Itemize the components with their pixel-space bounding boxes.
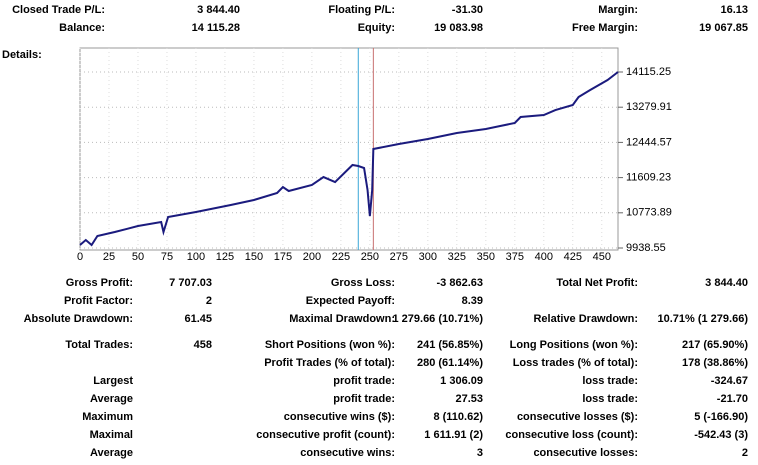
summary-value: 16.13 [720,4,748,16]
x-tick-label: 300 [419,251,437,263]
summary-value: -31.30 [452,4,483,16]
stat-label: loss trade: [582,375,638,387]
summary-label: Closed Trade P/L: [12,4,105,16]
x-tick-label: 425 [564,251,582,263]
x-tick-label: 400 [535,251,553,263]
stat-value: 178 (38.86%) [682,357,748,369]
x-tick-label: 25 [103,251,115,263]
stat-value: 1 611.91 (2) [424,429,483,441]
plot-frame [79,47,619,251]
stat-label: consecutive losses: [533,447,638,459]
stat-value: -542.43 (3) [694,429,748,441]
equity-line [79,71,619,247]
stat-value: 8.39 [462,295,483,307]
stat-value: -3 862.63 [437,277,483,289]
stat-label: Profit Factor: [64,295,133,307]
details-label: Details: [2,49,42,61]
stat-label: Total Trades: [65,339,133,351]
stat-label: consecutive wins: [300,447,395,459]
stat-value: 458 [194,339,212,351]
stat-value: 10.71% (1 279.66) [657,313,748,325]
x-tick-label: 225 [332,251,350,263]
stat-label: Loss trades (% of total): [513,357,638,369]
summary-value: 3 844.40 [197,4,240,16]
x-tick-label: 100 [187,251,205,263]
y-tick-label: 11609.23 [626,172,671,184]
stat-label: Gross Loss: [331,277,395,289]
summary-value: 19 067.85 [699,22,748,34]
stat-label: Expected Payoff: [306,295,395,307]
stat-label: profit trade: [333,375,395,387]
y-tick-label: 14115.25 [626,66,671,78]
stat-label: loss trade: [582,393,638,405]
stat-label: Profit Trades (% of total): [264,357,395,369]
stat-value: 8 (110.62) [433,411,483,423]
stat-value: 3 844.40 [705,277,748,289]
stat-value: 1 306.09 [440,375,483,387]
x-tick-label: 275 [390,251,408,263]
stat-value: 280 (61.14%) [417,357,483,369]
x-tick-label: 325 [448,251,466,263]
stat-value: 5 (-166.90) [694,411,748,423]
summary-label: Free Margin: [572,22,638,34]
stat-label: Absolute Drawdown: [24,313,133,325]
stat-label: Total Net Profit: [556,277,638,289]
stat-label: Relative Drawdown: [533,313,638,325]
stat-label: Largest [93,375,133,387]
x-tick-label: 175 [274,251,292,263]
x-tick-label: 0 [77,251,83,263]
y-tick-label: 10773.89 [626,207,672,219]
x-tick-label: 150 [245,251,263,263]
stat-label: Maximal [90,429,133,441]
y-tick-label: 13279.91 [626,101,672,113]
summary-value: 19 083.98 [434,22,483,34]
stat-value: 7 707.03 [169,277,212,289]
summary-value: 14 115.28 [192,22,240,34]
stat-value: -324.67 [711,375,748,387]
y-tick-label: 9938.55 [626,242,666,254]
stat-label: Average [90,393,133,405]
stat-value: 2 [742,447,748,459]
stat-label: consecutive wins ($): [284,411,395,423]
summary-label: Floating P/L: [328,4,395,16]
stat-label: Average [90,447,133,459]
stat-label: Short Positions (won %): [265,339,395,351]
summary-label: Balance: [59,22,105,34]
x-tick-label: 200 [303,251,321,263]
stat-value: 61.45 [184,313,212,325]
stat-label: Maximal Drawdown: [289,313,395,325]
x-tick-label: 75 [161,251,173,263]
stat-value: 241 (56.85%) [417,339,483,351]
stat-value: 217 (65.90%) [682,339,748,351]
stat-value: 3 [477,447,483,459]
stat-label: consecutive loss (count): [505,429,638,441]
x-tick-label: 450 [593,251,611,263]
x-tick-label: 250 [361,251,379,263]
x-tick-label: 125 [216,251,234,263]
summary-label: Equity: [358,22,395,34]
stat-value: 2 [206,295,212,307]
stat-value: 1 279.66 (10.71%) [392,313,483,325]
stat-label: Maximum [82,411,133,423]
x-tick-label: 350 [477,251,495,263]
x-tick-label: 50 [132,251,144,263]
stat-value: -21.70 [717,393,748,405]
stat-label: consecutive profit (count): [256,429,395,441]
stat-label: Gross Profit: [66,277,133,289]
stat-label: profit trade: [333,393,395,405]
summary-label: Margin: [598,4,638,16]
stat-value: 27.53 [455,393,483,405]
stat-label: Long Positions (won %): [510,339,638,351]
y-tick-label: 12444.57 [626,136,672,148]
stat-label: consecutive losses ($): [517,411,638,423]
x-tick-label: 375 [506,251,524,263]
